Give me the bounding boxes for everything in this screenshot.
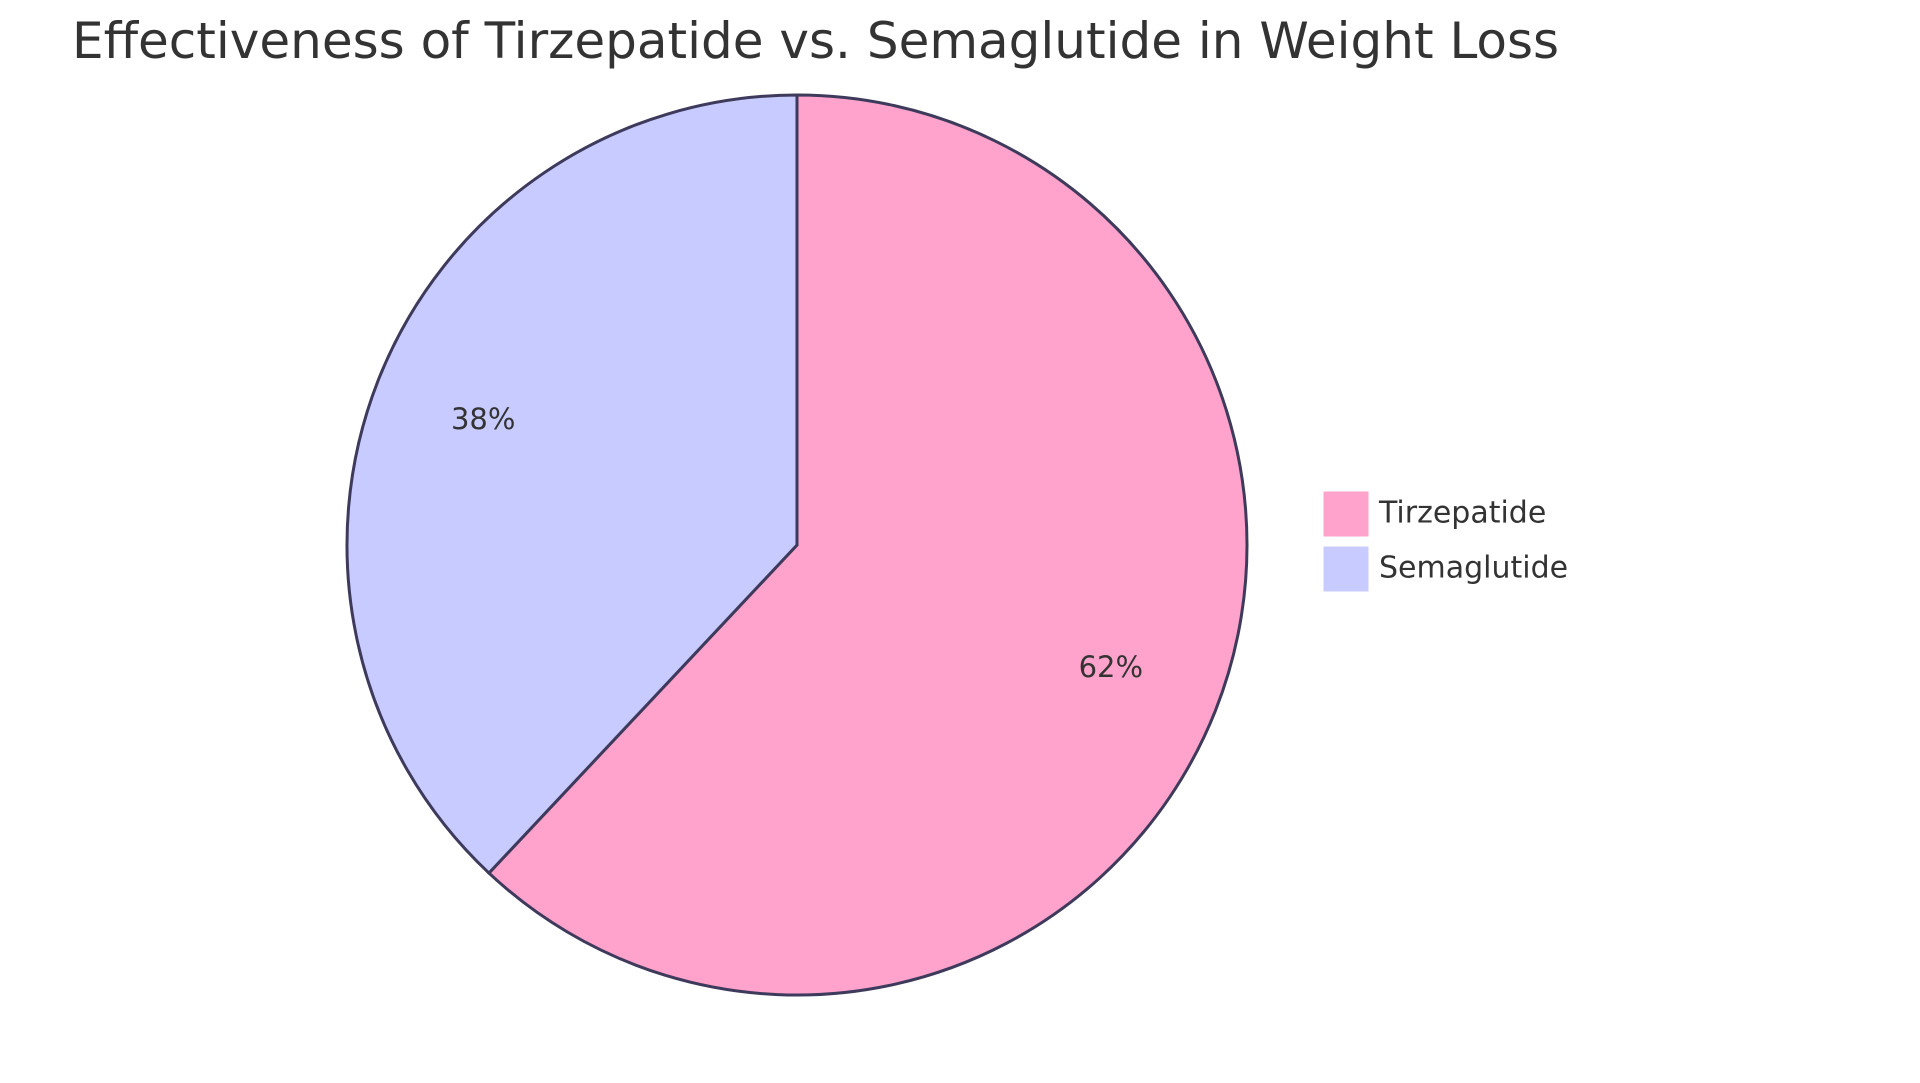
legend-swatch-semaglutide xyxy=(1323,546,1369,592)
slice-label-semaglutide: 38% xyxy=(451,402,515,436)
legend-label-tirzepatide: Tirzepatide xyxy=(1378,496,1546,531)
chart-title: Effectiveness of Tirzepatide vs. Semaglu… xyxy=(72,12,1559,70)
slice-labels: 62% 38% xyxy=(451,402,1143,684)
pie-slice-semaglutide xyxy=(345,93,799,876)
legend-label-semaglutide: Semaglutide xyxy=(1379,551,1568,586)
legend: Tirzepatide Semaglutide xyxy=(1323,491,1568,592)
pie-slice-tirzepatide xyxy=(486,93,1249,997)
slice-label-tirzepatide: 62% xyxy=(1079,650,1143,684)
pie-slices xyxy=(345,93,1249,997)
legend-swatch-tirzepatide xyxy=(1323,491,1369,537)
